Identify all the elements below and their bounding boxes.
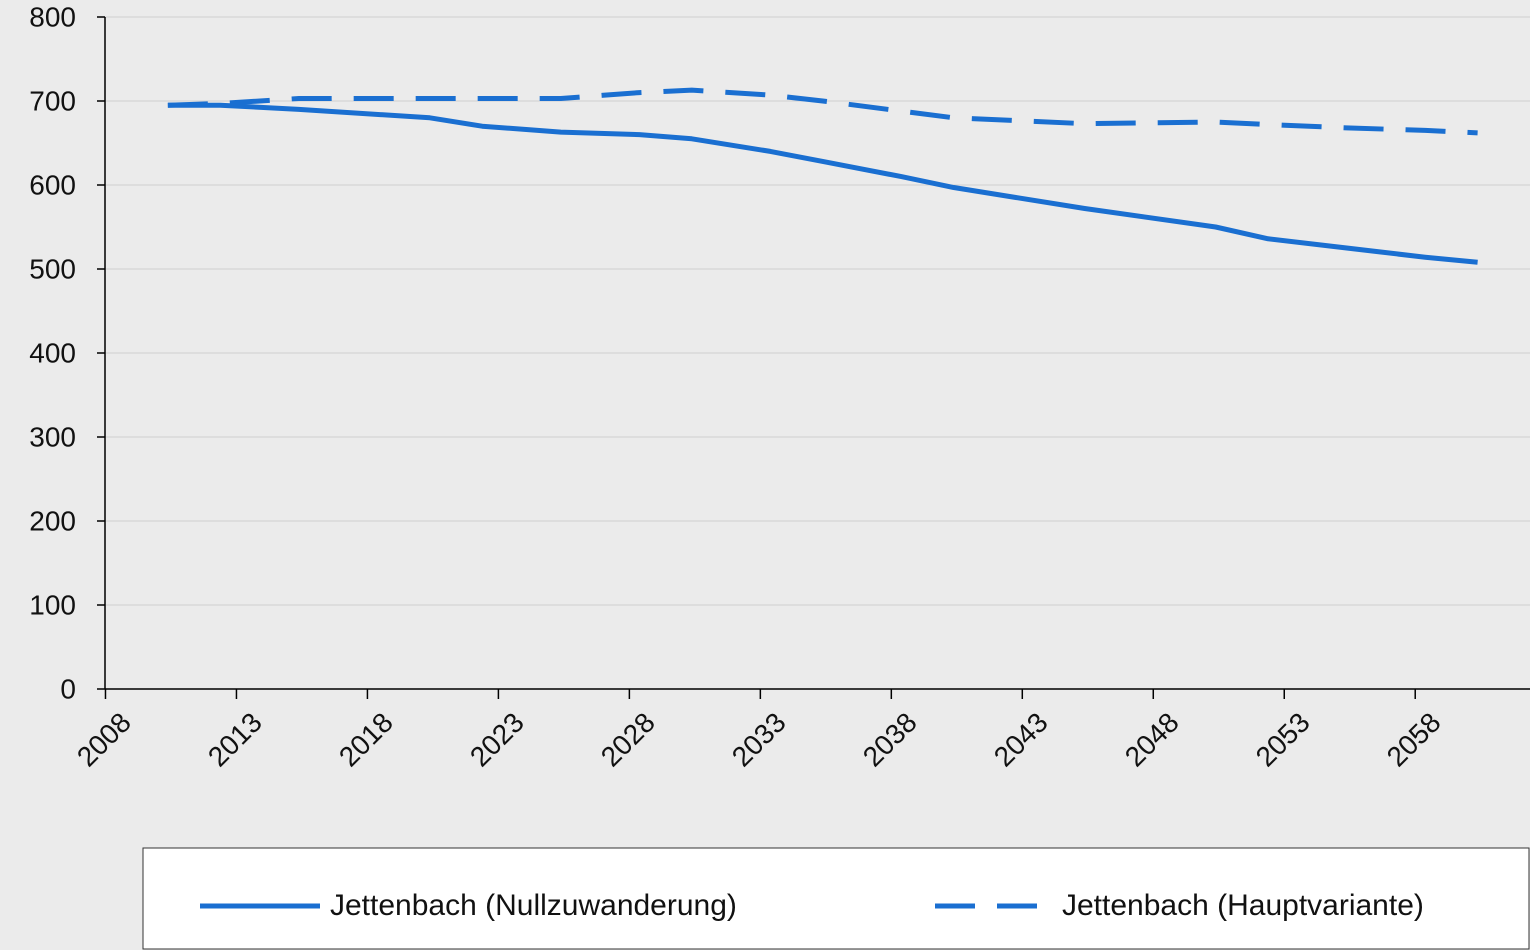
line-series — [167, 102, 1478, 265]
y-tick-label: 100 — [29, 589, 76, 620]
y-tick-label: 500 — [29, 253, 76, 284]
y-tick-label: 0 — [60, 673, 76, 704]
y-tick-label: 600 — [29, 169, 76, 200]
legend-label: Jettenbach (Hauptvariante) — [1062, 889, 1424, 922]
y-tick-label: 200 — [29, 505, 76, 536]
line-series — [167, 87, 1478, 136]
legend-label: Jettenbach (Nullzuwanderung) — [330, 889, 737, 922]
y-tick-label: 300 — [29, 421, 76, 452]
y-tick-label: 700 — [29, 85, 76, 116]
y-tick-label: 800 — [29, 1, 76, 32]
y-tick-label: 400 — [29, 337, 76, 368]
legend-box — [142, 847, 1530, 950]
